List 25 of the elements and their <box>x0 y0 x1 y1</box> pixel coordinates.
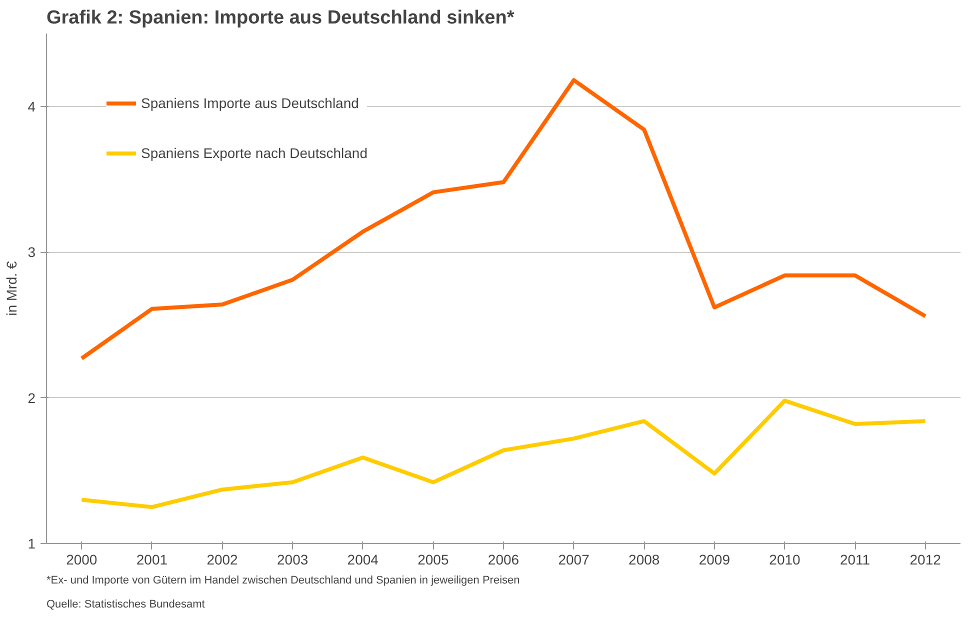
x-tick-label: 2002 <box>206 552 238 568</box>
line-series <box>80 398 928 510</box>
y-tick-label: 2 <box>28 390 36 406</box>
legend-label: Spaniens Exporte nach Deutschland <box>141 145 368 161</box>
x-tick-label: 2004 <box>347 552 379 568</box>
x-tick-label: 2012 <box>910 552 942 568</box>
x-tick-label: 2011 <box>840 552 870 568</box>
y-tick-label: 1 <box>28 536 36 552</box>
x-tick-label: 2001 <box>136 552 168 568</box>
y-tick-label: 3 <box>28 244 36 260</box>
x-tick-label: 2009 <box>698 552 730 568</box>
x-tick-label: 2000 <box>66 552 98 568</box>
x-tick-label: 2008 <box>628 552 660 568</box>
line-series <box>80 78 928 360</box>
y-axis-title: in Mrd. € <box>4 261 20 316</box>
legend-label: Spaniens Importe aus Deutschland <box>141 95 359 111</box>
x-tick-label: 2006 <box>488 552 520 568</box>
x-tick-label: 2005 <box>418 552 449 568</box>
source-note: Quelle: Statistisches Bundesamt <box>46 598 205 610</box>
text: *Ex- und Importe von Gütern im Handel zwischen Deutschland und Spanien in jeweiligen Preisen <box>46 574 520 586</box>
x-tick-label: 2003 <box>277 552 308 568</box>
chart-title: Grafik 2: Spanien: Importe aus Deutschland sinken* <box>46 8 515 28</box>
x-tick-label: 2007 <box>558 552 590 568</box>
y-tick-label: 4 <box>28 98 36 114</box>
x-tick-label: 2010 <box>769 552 801 568</box>
